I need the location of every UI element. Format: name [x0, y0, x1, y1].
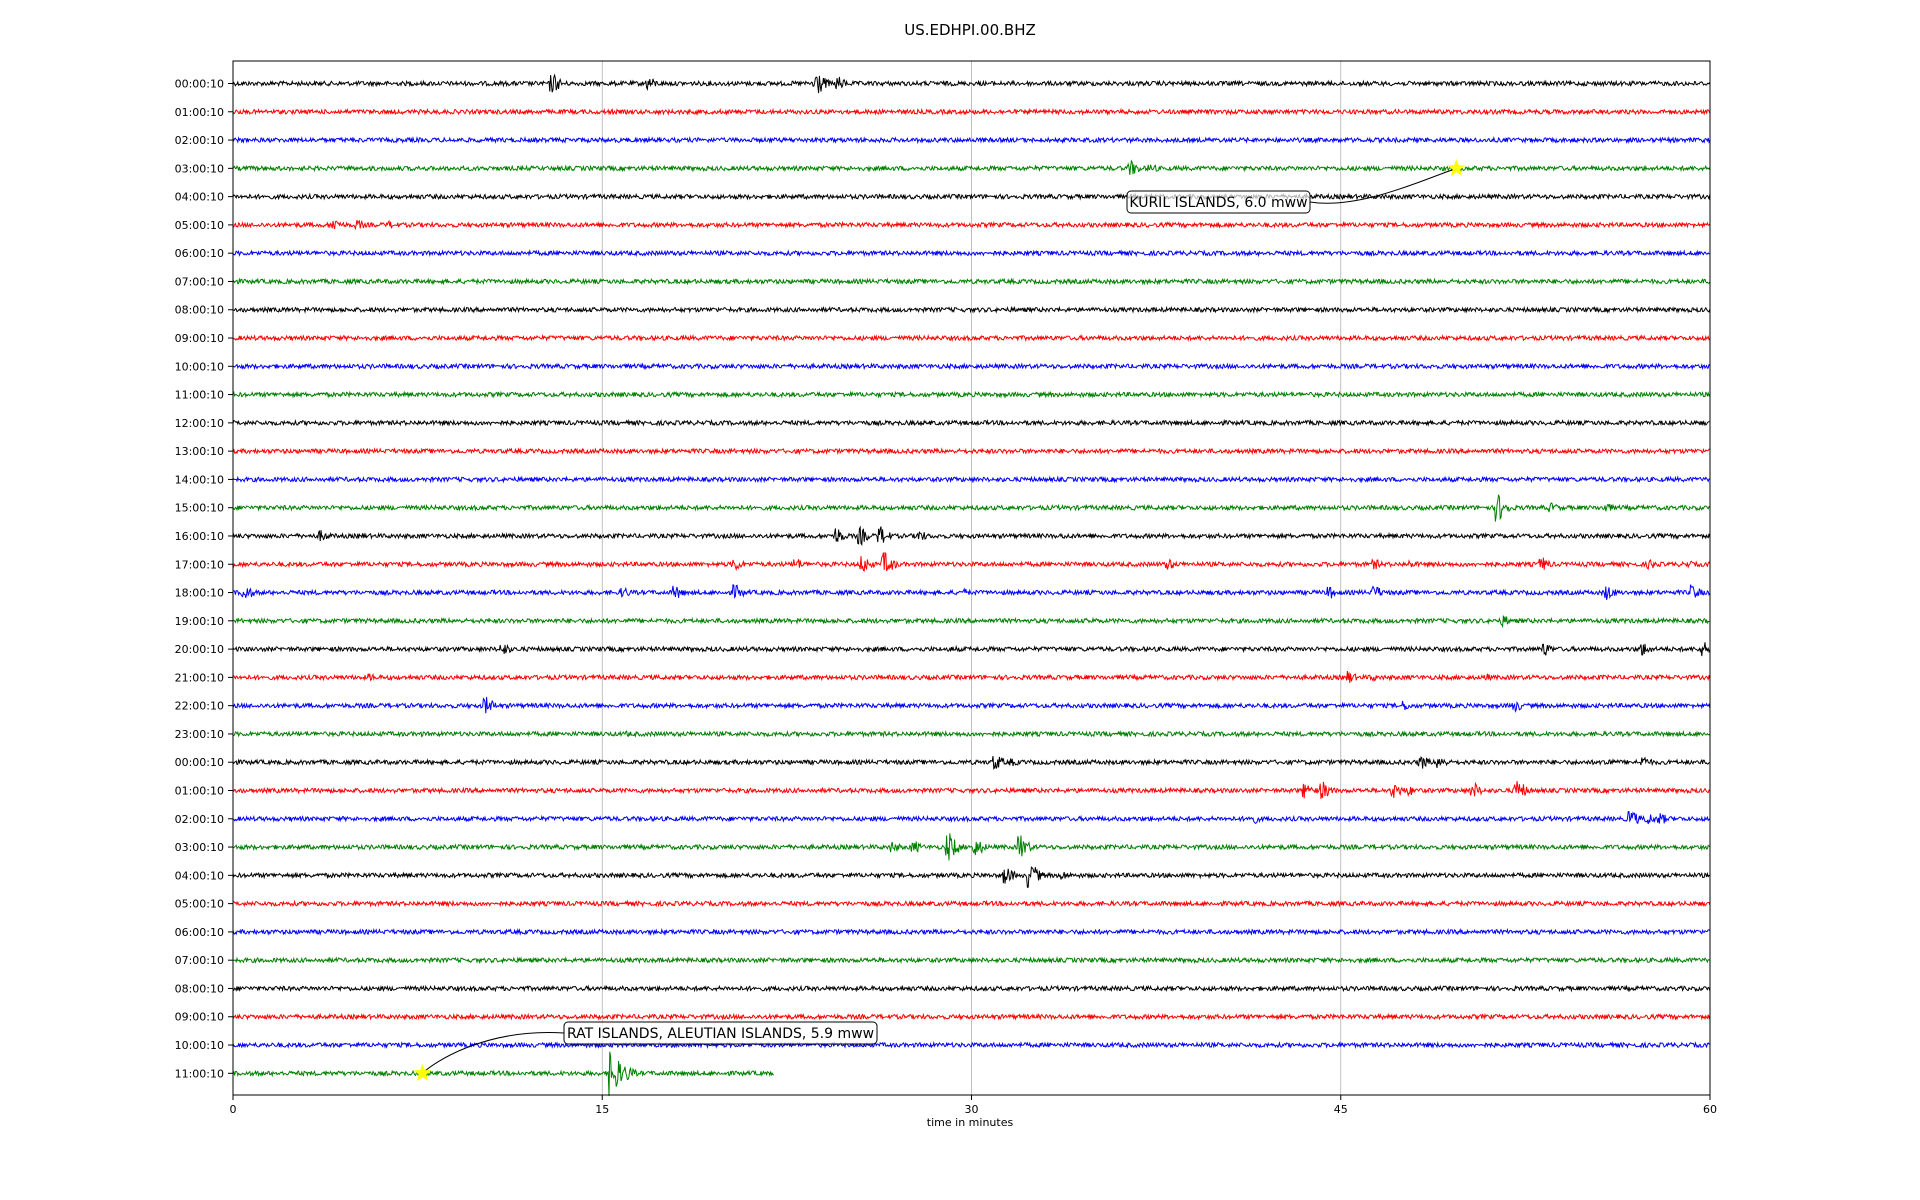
trace-row: [232, 107, 1711, 116]
trace-row: [232, 73, 1711, 94]
y-tick-label: 08:00:10: [175, 982, 224, 995]
trace-row: [232, 1012, 1711, 1021]
trace-row: [232, 277, 1711, 286]
y-tick-label: 18:00:10: [175, 587, 224, 600]
trace-row: [232, 781, 1710, 799]
y-tick-label: 22:00:10: [175, 700, 224, 713]
trace-row: [232, 525, 1711, 547]
x-tick-label: 15: [595, 1103, 609, 1116]
x-tick-label: 60: [1703, 1103, 1717, 1116]
trace-row: [232, 333, 1711, 343]
trace-row: [232, 551, 1711, 572]
trace-row: [232, 1040, 1711, 1050]
y-tick-label: 13:00:10: [175, 445, 224, 458]
trace-row: [232, 729, 1710, 739]
y-tick-label: 07:00:10: [175, 275, 224, 288]
trace-row: [232, 390, 1711, 399]
y-tick-label: 03:00:10: [175, 162, 224, 175]
x-tick-label: 0: [230, 1103, 237, 1116]
annotation-label: RAT ISLANDS, ALEUTIAN ISLANDS, 5.9 mww: [567, 1026, 874, 1042]
x-axis-label: time in minutes: [927, 1116, 1014, 1129]
trace-row: [232, 219, 1711, 231]
y-tick-label: 05:00:10: [175, 898, 224, 911]
y-tick-label: 04:00:10: [175, 191, 224, 204]
y-tick-label: 15:00:10: [175, 502, 224, 515]
y-tick-label: 10:00:10: [175, 1039, 224, 1052]
grid-lines: [601, 61, 1342, 1095]
trace-row: [232, 584, 1711, 601]
y-tick-label: 17:00:10: [175, 558, 224, 571]
trace-row: [232, 305, 1711, 314]
trace-row: [232, 696, 1711, 714]
x-tick-label: 45: [1334, 1103, 1348, 1116]
trace-row: [232, 671, 1711, 684]
trace-row: [232, 642, 1711, 657]
y-tick-label: 09:00:10: [175, 332, 224, 345]
annotation-box: [563, 1021, 878, 1045]
annotation-connector: [1309, 167, 1457, 204]
y-tick-label: 20:00:10: [175, 643, 224, 656]
annotation-label: KURIL ISLANDS, 6.0 mww: [1129, 195, 1307, 211]
y-tick-label: 00:00:10: [175, 756, 224, 769]
event-star-marker: [1447, 158, 1466, 176]
trace-row: [232, 866, 1711, 888]
trace-row: [232, 135, 1711, 145]
event-star-marker: [413, 1063, 432, 1081]
y-tick-label: 07:00:10: [175, 954, 224, 967]
annotations: KURIL ISLANDS, 6.0 mww RAT ISLANDS, ALEUT…: [413, 158, 1466, 1081]
y-tick-label: 19:00:10: [175, 615, 224, 628]
y-tick-label: 08:00:10: [175, 304, 224, 317]
y-tick-label: 03:00:10: [175, 841, 224, 854]
trace-row: [232, 249, 1710, 258]
y-tick-label: 10:00:10: [175, 360, 224, 373]
trace-row: [232, 956, 1711, 965]
y-tick-label: 16:00:10: [175, 530, 224, 543]
trace-row: [232, 756, 1710, 770]
y-tick-label: 11:00:10: [175, 389, 224, 402]
trace-row: [232, 475, 1710, 484]
plot-frame: [232, 60, 1711, 1096]
trace-row: [232, 362, 1711, 371]
trace-row: [232, 494, 1711, 522]
y-tick-label: 02:00:10: [175, 813, 224, 826]
annotation-connector: [422, 1032, 565, 1074]
y-tick-labels: 00:00:10 01:00:10 02:00:10 03:00:10 04:00:10…: [175, 78, 233, 1080]
y-tick-label: 14:00:10: [175, 473, 224, 486]
y-tick-label: 23:00:10: [175, 728, 224, 741]
y-tick-label: 00:00:10: [175, 78, 224, 91]
x-tick-labels: 0 15 30 45 60: [230, 1095, 1717, 1116]
trace-row: [232, 447, 1710, 456]
trace-row: [233, 811, 1711, 825]
y-tick-label: 01:00:10: [175, 106, 224, 119]
annotation-box: [1126, 190, 1311, 214]
trace-row: [232, 927, 1711, 937]
trace-row: [232, 615, 1710, 629]
x-tick-label: 30: [965, 1103, 979, 1116]
y-tick-label: 05:00:10: [175, 219, 224, 232]
y-tick-label: 21:00:10: [175, 671, 224, 684]
trace-row: [232, 418, 1710, 427]
traces: [232, 73, 1711, 1097]
y-tick-label: 11:00:10: [175, 1067, 224, 1080]
chart-title: US.EDHPI.00.BHZ: [904, 21, 1036, 39]
trace-row: [232, 159, 1711, 175]
y-tick-label: 06:00:10: [175, 247, 224, 260]
y-tick-label: 01:00:10: [175, 785, 224, 798]
y-tick-label: 04:00:10: [175, 869, 224, 882]
y-tick-label: 12:00:10: [175, 417, 224, 430]
trace-row: [232, 192, 1711, 201]
trace-row: [232, 833, 1711, 861]
trace-row: [232, 984, 1711, 993]
y-tick-label: 06:00:10: [175, 926, 224, 939]
trace-row: [233, 1051, 774, 1097]
y-tick-label: 02:00:10: [175, 134, 224, 147]
y-tick-label: 09:00:10: [175, 1011, 224, 1024]
trace-row: [233, 899, 1711, 908]
